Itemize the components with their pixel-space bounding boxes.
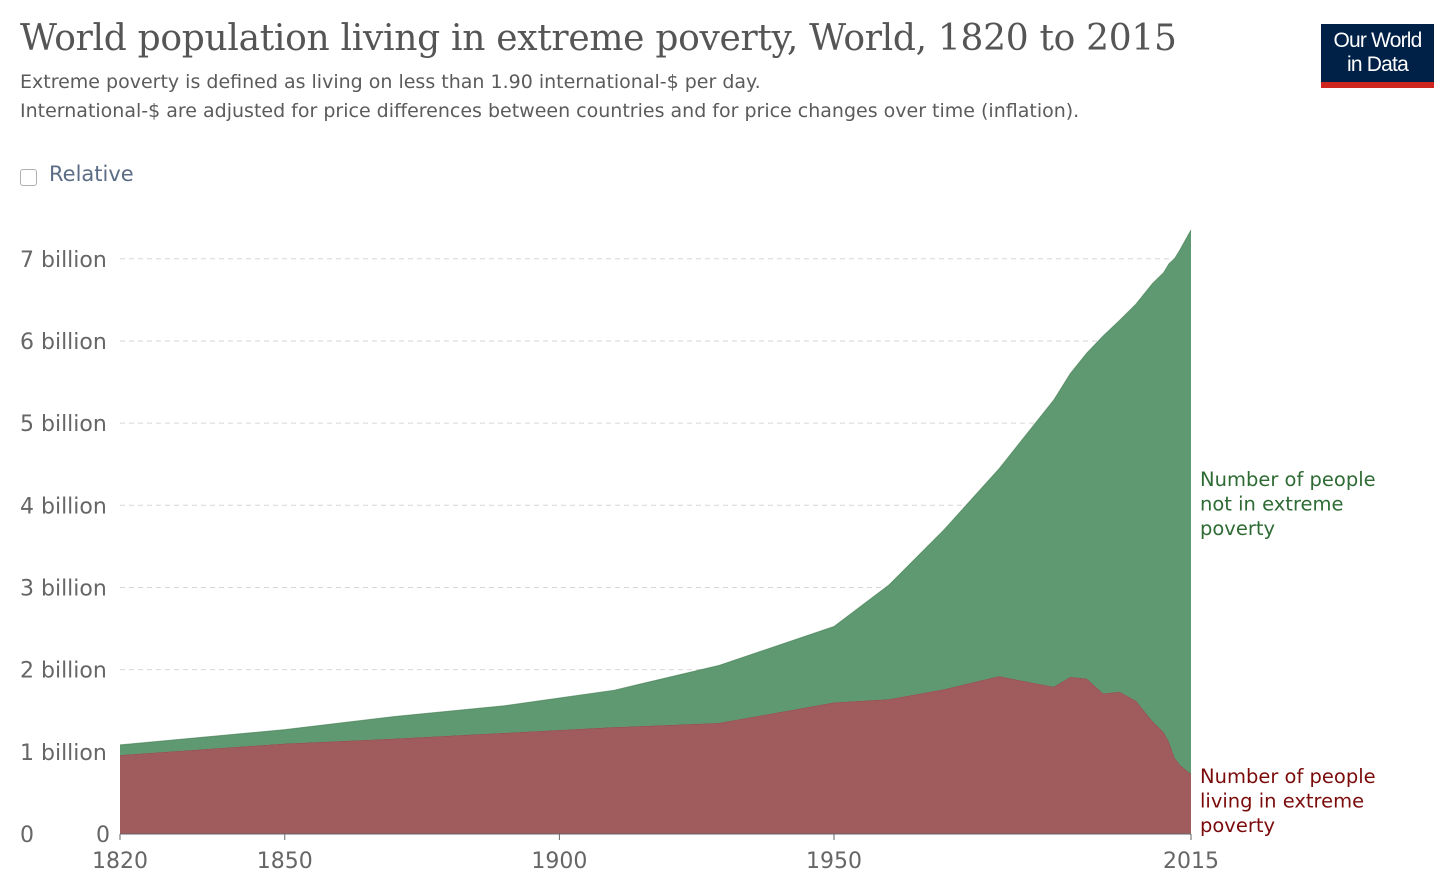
logo-line-1: Our World bbox=[1333, 29, 1422, 52]
y-tick-label: 5 billion bbox=[20, 412, 107, 437]
series-end-label: poverty bbox=[1200, 814, 1275, 837]
x-tick-label: 1900 bbox=[531, 849, 587, 874]
logo-line-2: in Data bbox=[1347, 53, 1409, 76]
series-end-label: not in extreme bbox=[1200, 493, 1344, 516]
chart-subtitle-definition: Extreme poverty is defined as living on … bbox=[20, 71, 761, 93]
x-tick-label: 2015 bbox=[1163, 849, 1219, 874]
y-tick-label: 2 billion bbox=[20, 659, 107, 684]
area-not-in-poverty[interactable] bbox=[120, 230, 1191, 775]
relative-checkbox[interactable] bbox=[20, 168, 37, 186]
y-tick-label: 6 billion bbox=[20, 330, 107, 355]
series-end-label: living in extreme bbox=[1200, 790, 1364, 813]
area-edge-line bbox=[119, 229, 1192, 746]
y-tick-label: 4 billion bbox=[20, 494, 107, 519]
y-tick-label: 3 billion bbox=[20, 576, 107, 601]
relative-toggle-label: Relative bbox=[49, 162, 134, 186]
series-end-label: Number of people bbox=[1200, 765, 1376, 788]
x-tick-label: 1950 bbox=[806, 849, 862, 874]
x-tick-label: 1820 bbox=[92, 849, 148, 874]
our-world-in-data-logo[interactable]: Our World in Data bbox=[1321, 24, 1434, 88]
y-tick-label: 0 bbox=[20, 823, 34, 848]
chart-title: World population living in extreme pover… bbox=[20, 18, 1177, 59]
series-end-label: Number of people bbox=[1200, 468, 1376, 491]
area-in-poverty[interactable] bbox=[120, 676, 1191, 834]
x-tick-label: 1850 bbox=[257, 849, 313, 874]
y-tick-label-zero: 0 bbox=[96, 823, 110, 848]
chart-subtitle-currency-note: International-$ are adjusted for price d… bbox=[20, 100, 1080, 122]
y-tick-label: 7 billion bbox=[20, 248, 107, 273]
relative-toggle[interactable]: Relative bbox=[20, 162, 134, 186]
y-tick-label: 1 billion bbox=[20, 741, 107, 766]
series-end-label: poverty bbox=[1200, 517, 1275, 540]
